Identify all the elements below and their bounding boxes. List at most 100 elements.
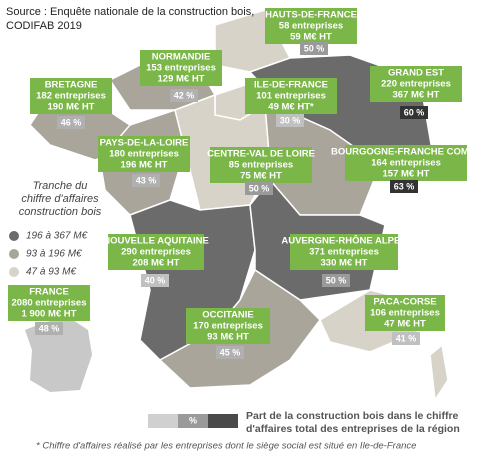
region-revenue: 208 M€ HT [133, 258, 180, 269]
region-revenue: 190 M€ HT [48, 102, 95, 113]
region-revenue: 49 M€ HT* [268, 102, 314, 113]
region-share: 42 % [174, 90, 195, 100]
region-revenue: 157 M€ HT [383, 169, 430, 180]
region-companies: 85 entreprises [229, 160, 293, 171]
legend-title: Tranche du [33, 180, 88, 192]
region-share: 50 % [304, 43, 325, 53]
region-label-box [210, 147, 312, 183]
region-companies: 106 entreprises [370, 308, 440, 319]
legend-title: construction bois [19, 206, 102, 218]
region-name: NOUVELLE AQUITAINE [103, 236, 209, 247]
region-share: 30 % [280, 115, 301, 125]
region-revenue: 129 M€ HT [158, 74, 205, 85]
region-revenue: 75 M€ HT [240, 171, 282, 182]
region-share-box [170, 89, 198, 102]
region-share: 46 % [61, 117, 82, 127]
share-scale-dark [208, 414, 238, 428]
share-scale-mid [178, 414, 208, 428]
region-share: 48 % [39, 323, 60, 333]
region-label-box [8, 285, 90, 321]
legend-swatch [9, 249, 19, 259]
region-share: 50 % [249, 183, 270, 193]
france-mini-map [25, 318, 92, 392]
region-name: FRANCE [29, 287, 69, 298]
region-label-box [98, 136, 190, 172]
region-label-box [345, 145, 467, 181]
region-name: OCCITANIE [202, 310, 254, 321]
source-text: Source : Enquête nationale de la constru… [6, 6, 254, 18]
legend-title: chiffre d'affaires [21, 193, 99, 205]
region-share: 43 % [136, 175, 157, 185]
region-share-box [300, 42, 328, 55]
region-share-box [390, 180, 418, 193]
region-name: ILE-DE-FRANCE [254, 80, 328, 91]
legend-swatch [9, 267, 19, 277]
legend-item: 93 à 196 M€ [26, 249, 82, 260]
region-companies: 371 entreprises [309, 247, 379, 258]
region-share-box [141, 274, 169, 287]
region-label-box [30, 78, 112, 114]
region-name: BRETAGNE [45, 80, 98, 91]
region-share: 63 % [394, 181, 415, 191]
region-companies: 58 entreprises [279, 21, 343, 32]
region-share-box [216, 346, 244, 359]
region-companies: 182 entreprises [36, 91, 106, 102]
region-revenue: 367 M€ HT [393, 90, 440, 101]
region-revenue: 59 M€ HT [290, 32, 332, 43]
region-name: HAUTS-DE-FRANCE [265, 10, 357, 21]
region-companies: 180 entreprises [109, 149, 179, 160]
region-share-box [132, 174, 160, 187]
region-companies: 220 entreprises [381, 79, 451, 90]
region-share-box [276, 114, 304, 127]
region-name: PAYS-DE-LA-LOIRE [100, 138, 189, 149]
share-scale-light [148, 414, 178, 428]
region-companies: 170 entreprises [193, 321, 263, 332]
legend-swatch [9, 231, 19, 241]
region-label-box [186, 308, 270, 344]
region-companies: 2080 entreprises [12, 298, 87, 309]
footnote: * Chiffre d'affaires réalisé par les ent… [36, 441, 416, 452]
region-revenue: 1 900 M€ HT [22, 309, 77, 320]
region-share-box [57, 116, 85, 129]
region-label-box [140, 50, 222, 86]
region-revenue: 330 M€ HT [321, 258, 368, 269]
region-name: CENTRE-VAL DE LOIRE [207, 149, 315, 160]
share-legend-text: d'affaires total des entreprises de la r… [246, 423, 460, 435]
region-revenue: 93 M€ HT [207, 332, 249, 343]
region-companies: 153 entreprises [146, 63, 216, 74]
source-text: CODIFAB 2019 [6, 20, 82, 32]
region-share-box [392, 332, 420, 345]
region-share: 45 % [220, 347, 241, 357]
region-companies: 101 entreprises [256, 91, 326, 102]
region-share: 50 % [326, 275, 347, 285]
region-label-box [265, 8, 357, 44]
region-share: 40 % [145, 275, 166, 285]
region-share-box [322, 274, 350, 287]
region-label-box [245, 78, 337, 114]
share-symbol: % [189, 415, 197, 425]
region-label-box [370, 66, 462, 102]
region-share: 60 % [404, 107, 425, 117]
region-label-box [108, 234, 204, 270]
region-name: PACA-CORSE [373, 297, 436, 308]
share-legend-text: Part de la construction bois dans le chi… [246, 410, 459, 422]
legend [9, 231, 238, 428]
region-share-box [400, 106, 428, 119]
region-label-box [365, 295, 445, 331]
legend-item: 47 à 93 M€ [26, 267, 76, 278]
region-name: GRAND EST [388, 68, 444, 79]
region-corse [429, 343, 449, 403]
region-share-box [245, 182, 273, 195]
region-companies: 290 entreprises [121, 247, 191, 258]
legend-item: 196 à 367 M€ [26, 231, 88, 242]
region-companies: 164 entreprises [371, 158, 441, 169]
region-share-box [35, 322, 63, 335]
region-name: NORMANDIE [152, 52, 211, 63]
region-share: 41 % [396, 333, 417, 343]
region-label-box [290, 234, 398, 270]
region-name: BOURGOGNE-FRANCHE COMTÉ [331, 147, 481, 158]
region-revenue: 196 M€ HT [121, 160, 168, 171]
region-name: AUVERGNE-RHÔNE ALPES [281, 235, 406, 247]
region-revenue: 47 M€ HT [384, 319, 426, 330]
